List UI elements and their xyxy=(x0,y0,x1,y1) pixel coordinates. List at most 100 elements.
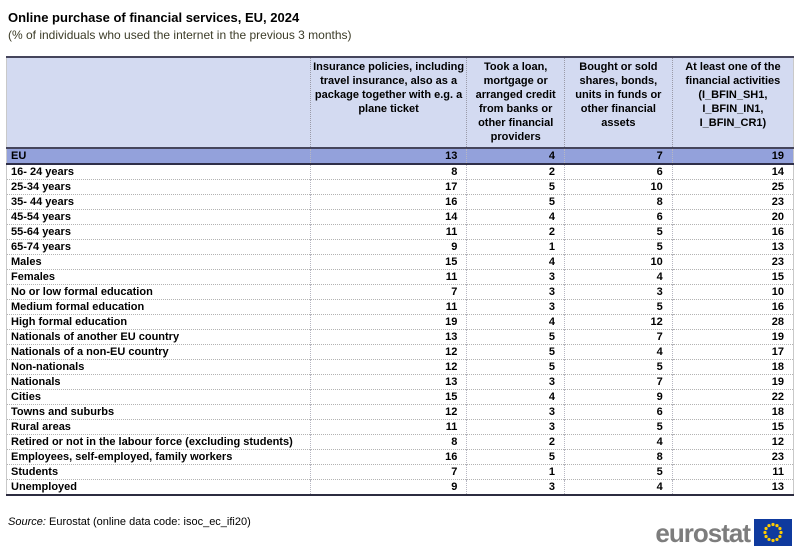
cell-value: 4 xyxy=(563,344,673,360)
cell-value: 13 xyxy=(309,374,467,390)
row-label: Males xyxy=(11,256,42,269)
table-row: 45-54 years 14 4 6 20 xyxy=(6,209,794,225)
row-label: Females xyxy=(11,271,56,284)
cell-value: 13 xyxy=(671,479,794,496)
column-header-loan: Took a loan, mortgage or arranged credit… xyxy=(466,57,565,150)
row-label: Nationals of another EU country xyxy=(11,331,180,344)
row-label: 16- 24 years xyxy=(11,166,74,179)
cell-value: 16 xyxy=(671,224,794,240)
cell-value: 12 xyxy=(309,359,467,375)
cell-value: 5 xyxy=(466,179,565,195)
table-row: Medium formal education 11 3 5 16 xyxy=(6,299,794,315)
row-label: Unemployed xyxy=(11,481,78,494)
cell-value: 11 xyxy=(309,224,467,240)
cell-value: 3 xyxy=(466,374,565,390)
table-row: 35- 44 years 16 5 8 23 xyxy=(6,194,794,210)
table-row: Cities 15 4 9 22 xyxy=(6,389,794,405)
cell-value: 7 xyxy=(309,284,467,300)
cell-value: 18 xyxy=(671,359,794,375)
cell-value: 13 xyxy=(309,329,467,345)
cell-value: 2 xyxy=(466,224,565,240)
table-row: Nationals 13 3 7 19 xyxy=(6,374,794,390)
cell-value: 20 xyxy=(671,209,794,225)
row-label: Retired or not in the labour force (excl… xyxy=(11,436,293,449)
cell-value: 13 xyxy=(309,148,467,165)
cell-value: 10 xyxy=(563,254,673,270)
row-label: Cities xyxy=(11,391,41,404)
table-row: 25-34 years 17 5 10 25 xyxy=(6,179,794,195)
row-label: No or low formal education xyxy=(11,286,153,299)
cell-value: 4 xyxy=(466,389,565,405)
cell-value: 12 xyxy=(309,404,467,420)
cell-value: 3 xyxy=(466,284,565,300)
column-header-any-activity: At least one of the financial activities… xyxy=(671,57,794,150)
cell-value: 8 xyxy=(309,164,467,180)
source-text: Eurostat (online data code: isoc_ec_ifi2… xyxy=(48,516,251,529)
row-label: Students xyxy=(11,466,59,479)
cell-value: 5 xyxy=(563,299,673,315)
cell-value: 17 xyxy=(671,344,794,360)
cell-value: 6 xyxy=(563,164,673,180)
table-row: 55-64 years 11 2 5 16 xyxy=(6,224,794,240)
cell-value: 23 xyxy=(671,449,794,465)
cell-value: 6 xyxy=(563,404,673,420)
table-row: 16- 24 years 8 2 6 14 xyxy=(6,164,794,180)
cell-value: 8 xyxy=(563,194,673,210)
cell-value: 11 xyxy=(309,269,467,285)
table-row: Rural areas 11 3 5 15 xyxy=(6,419,794,435)
cell-value: 11 xyxy=(671,464,794,480)
eurostat-logo: eurostat xyxy=(655,519,792,546)
row-label: 25-34 years xyxy=(11,181,71,194)
cell-value: 5 xyxy=(466,344,565,360)
cell-value: 12 xyxy=(563,314,673,330)
cell-value: 9 xyxy=(309,239,467,255)
row-label: Nationals of a non-EU country xyxy=(11,346,169,359)
cell-value: 4 xyxy=(466,254,565,270)
cell-value: 16 xyxy=(309,194,467,210)
table-row: Nationals of a non-EU country 12 5 4 17 xyxy=(6,344,794,360)
row-label: 45-54 years xyxy=(11,211,71,224)
cell-value: 10 xyxy=(671,284,794,300)
table-row: Employees, self-employed, family workers… xyxy=(6,449,794,465)
cell-value: 12 xyxy=(309,344,467,360)
cell-value: 4 xyxy=(466,148,565,165)
cell-value: 2 xyxy=(466,434,565,450)
cell-value: 23 xyxy=(671,254,794,270)
table-row: Towns and suburbs 12 3 6 18 xyxy=(6,404,794,420)
table-row: No or low formal education 7 3 3 10 xyxy=(6,284,794,300)
cell-value: 5 xyxy=(563,419,673,435)
cell-value: 19 xyxy=(671,329,794,345)
cell-value: 3 xyxy=(563,284,673,300)
cell-value: 5 xyxy=(563,239,673,255)
cell-value: 11 xyxy=(309,299,467,315)
table-row: Students 7 1 5 11 xyxy=(6,464,794,480)
cell-value: 17 xyxy=(309,179,467,195)
eurostat-logo-text: eurostat xyxy=(655,517,751,548)
cell-value: 28 xyxy=(671,314,794,330)
table-row: Unemployed 9 3 4 13 xyxy=(6,479,794,496)
cell-value: 7 xyxy=(563,148,673,165)
cell-value: 10 xyxy=(563,179,673,195)
row-label: 65-74 years xyxy=(11,241,71,254)
cell-value: 18 xyxy=(671,404,794,420)
cell-value: 7 xyxy=(563,329,673,345)
cell-value: 15 xyxy=(671,419,794,435)
cell-value: 8 xyxy=(309,434,467,450)
source-prefix: Source: xyxy=(8,516,46,529)
table-header: Insurance policies, including travel ins… xyxy=(6,57,794,150)
row-label: Nationals xyxy=(11,376,61,389)
table-body: EU 13 4 7 19 16- 24 years 8 2 6 14 25-34 years 17 5 1… xyxy=(6,148,794,496)
row-label: EU xyxy=(11,150,27,163)
cell-value: 2 xyxy=(466,164,565,180)
source-note: Source: Eurostat (online data code: isoc… xyxy=(0,496,800,528)
cell-value: 4 xyxy=(466,209,565,225)
cell-value: 14 xyxy=(309,209,467,225)
cell-value: 7 xyxy=(309,464,467,480)
cell-value: 6 xyxy=(563,209,673,225)
cell-value: 15 xyxy=(671,269,794,285)
cell-value: 8 xyxy=(563,449,673,465)
cell-value: 5 xyxy=(563,224,673,240)
table-row: High formal education 19 4 12 28 xyxy=(6,314,794,330)
cell-value: 5 xyxy=(563,464,673,480)
